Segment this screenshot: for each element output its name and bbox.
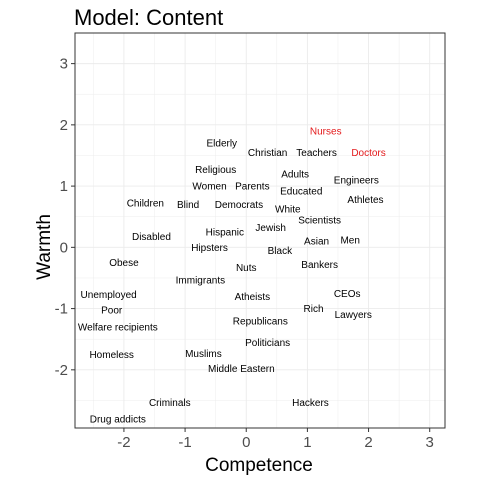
point-label: Hipsters [191,243,228,254]
point-label: Bankers [301,260,338,271]
point-label: Democrats [215,200,263,211]
point-label: Nurses [310,126,342,137]
axis-ticks: -2 -1 0 1 2 3 -2 -1 0 1 2 3 [55,56,434,451]
point-label: Women [192,182,226,193]
point-labels: Nurses Doctors Elderly Christian Teachers Rel… [78,126,386,425]
point-label: Hackers [292,398,329,409]
point-label: Middle Eastern [208,364,275,375]
point-label: Unemployed [81,290,137,301]
y-tick-label: 0 [60,239,68,256]
point-label: Criminals [149,398,191,409]
point-label: Religious [195,165,236,176]
point-label: Immigrants [176,275,225,286]
point-label: CEOs [334,289,361,300]
point-label: Children [127,199,164,210]
point-label: Muslims [185,349,222,360]
y-tick-label: 3 [60,56,68,73]
y-tick-label: 1 [60,178,68,195]
point-label: Disabled [132,232,171,243]
point-label: Teachers [296,148,337,159]
point-label: Adults [281,169,309,180]
point-label: Doctors [351,148,385,159]
point-label: Men [340,235,359,246]
point-label: Parents [235,182,269,193]
point-label: White [275,204,301,215]
point-label: Jewish [255,223,286,234]
point-label: Athletes [347,195,383,206]
plot-panel [74,32,446,429]
y-tick-label: -2 [55,362,68,379]
point-label: Atheists [235,292,271,303]
point-label: Drug addicts [90,414,146,425]
x-tick-label: 2 [364,434,372,451]
point-label: Republicans [233,316,288,327]
x-tick-label: -1 [178,434,191,451]
point-label: Elderly [206,139,237,150]
x-tick-label: 1 [303,434,311,451]
chart-title: Model: Content [74,5,223,30]
y-axis-title: Warmth [34,214,55,280]
point-label: Lawyers [335,310,372,321]
point-label: Hispanic [206,228,244,239]
point-label: Nuts [236,263,257,274]
point-label: Homeless [89,350,133,361]
point-label: Christian [248,148,287,159]
point-label: Scientists [298,215,341,226]
point-label: Politicians [245,338,290,349]
point-label: Obese [109,258,139,269]
y-tick-label: -1 [55,301,68,318]
point-label: Black [268,246,293,257]
point-label: Asian [304,237,329,248]
point-label: Blind [177,200,199,211]
point-label: Rich [304,304,324,315]
x-tick-label: 3 [426,434,434,451]
x-axis-title: Competence [205,455,313,476]
point-label: Poor [101,305,123,316]
point-label: Engineers [334,175,379,186]
x-tick-label: -2 [117,434,130,451]
point-label: Educated [280,187,322,198]
x-tick-label: 0 [242,434,250,451]
point-label: Welfare recipients [78,322,158,333]
y-tick-label: 2 [60,117,68,134]
